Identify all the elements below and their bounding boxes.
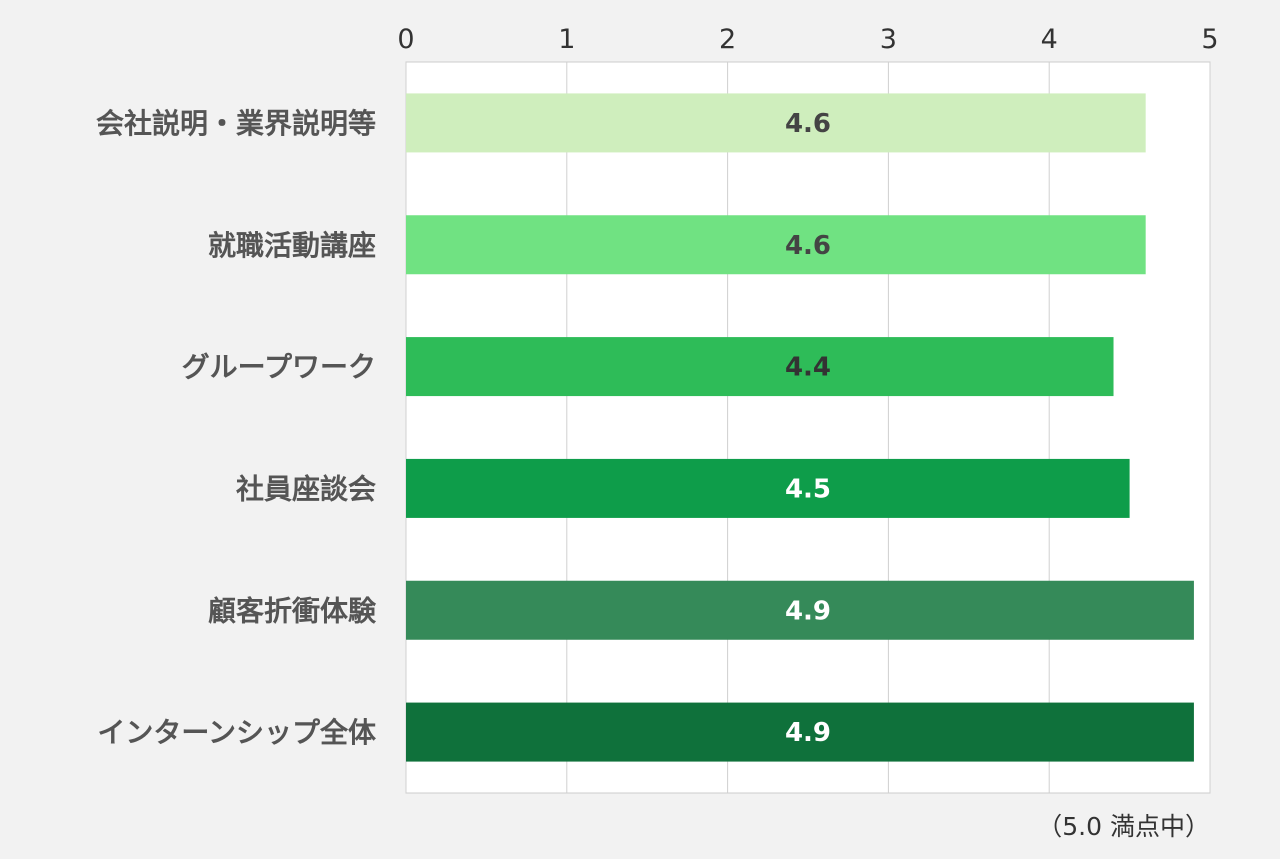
bar	[406, 458, 1130, 518]
category-label: グループワーク	[182, 351, 376, 384]
x-tick-label: 3	[880, 24, 897, 55]
x-tick-label: 2	[719, 24, 736, 55]
category-label: 顧客折衝体験	[208, 594, 377, 627]
scale-note: （5.0 満点中）	[1037, 812, 1210, 841]
data-label: 4.5	[785, 474, 831, 504]
x-axis-ticks: 0 1 2 3 4 5	[397, 24, 1218, 55]
category-label: インターンシップ全体	[97, 716, 377, 749]
x-tick-label: 4	[1041, 24, 1058, 55]
category-label: 社員座談会	[236, 472, 376, 505]
bars	[406, 93, 1194, 762]
category-label: 会社説明・業界説明等	[96, 107, 376, 140]
data-label: 4.6	[785, 109, 831, 139]
data-label: 4.9	[785, 596, 831, 626]
category-labels: 会社説明・業界説明等就職活動講座グループワーク社員座談会顧客折衝体験インターンシ…	[96, 107, 377, 749]
x-tick-label: 1	[558, 24, 575, 55]
bar	[406, 215, 1146, 275]
grid	[405, 62, 1211, 793]
bar	[406, 580, 1194, 640]
bar	[406, 93, 1146, 153]
data-label: 4.9	[785, 718, 831, 748]
data-label: 4.4	[785, 353, 831, 383]
bar	[406, 702, 1194, 762]
bar	[406, 337, 1114, 397]
x-tick-label: 0	[397, 24, 414, 55]
plot-area	[405, 61, 1211, 794]
data-label: 4.6	[785, 231, 831, 261]
data-labels: 4.6 4.6 4.4 4.5 4.9 4.9	[785, 109, 831, 748]
x-tick-label: 5	[1201, 24, 1218, 55]
category-label: 就職活動講座	[208, 229, 376, 262]
